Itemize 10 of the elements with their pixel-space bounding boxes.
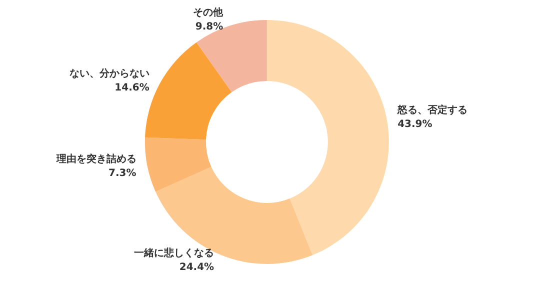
slice-label: 怒る、否定する: [396, 104, 468, 116]
slice-label: 理由を突き詰める: [55, 152, 136, 165]
data-label: 14.6%: [114, 82, 150, 94]
slice-label: その他: [193, 6, 224, 18]
data-label: 7.3%: [108, 168, 136, 179]
slice-label: ない、分からない: [69, 67, 150, 80]
data-label: 9.8%: [195, 21, 224, 32]
data-label: 43.9%: [398, 119, 432, 130]
slice-label: 一緒に悲しくなる: [134, 247, 214, 260]
data-label: 24.4%: [179, 262, 214, 274]
